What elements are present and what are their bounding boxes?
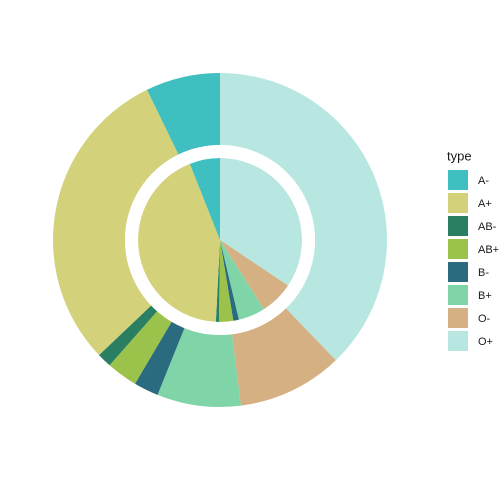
wedge [220,240,239,321]
wedge [231,308,336,406]
ring-gap [125,145,315,335]
legend-key [448,331,468,351]
wedge [218,240,234,322]
legend-label: A+ [478,198,492,210]
legend-label: B+ [478,290,492,302]
legend: A- A+ AB- AB+ B- B+ O- O+ [448,170,499,351]
wedge [220,240,289,310]
legend-key [448,193,468,213]
legend-label: A- [478,175,489,187]
legend-key [448,239,468,259]
legend-key [448,170,468,190]
legend-title: type [447,148,472,163]
legend-key [448,216,468,236]
wedge [215,240,220,322]
wedge [98,305,158,366]
pie-group [52,73,387,408]
wedge [147,73,220,155]
wedge [109,311,172,384]
legend-key [448,262,468,282]
legend-key [448,308,468,328]
wedge [220,73,387,361]
wedge [220,240,264,320]
legend-label: O- [478,313,491,325]
wedge [138,163,220,322]
legend-label: AB+ [478,244,499,256]
wedge [189,158,220,240]
legend-label: AB- [478,221,497,233]
wedge [157,328,241,408]
wedge [220,158,302,286]
wedge [134,321,185,395]
legend-label: B- [478,267,489,279]
legend-key [448,285,468,305]
legend-label: O+ [478,336,493,348]
wedge [52,89,179,356]
